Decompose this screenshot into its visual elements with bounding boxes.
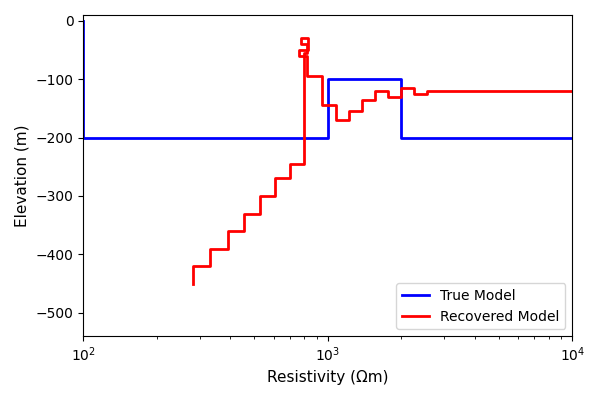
Recovered Model bbox=[298, 36, 305, 41]
X-axis label: Resistivity (Ωm): Resistivity (Ωm) bbox=[267, 370, 389, 385]
Recovered Model bbox=[189, 264, 196, 268]
Recovered Model bbox=[411, 92, 418, 96]
True Model bbox=[80, 18, 87, 23]
Line: Recovered Model: Recovered Model bbox=[193, 38, 572, 284]
Legend: True Model, Recovered Model: True Model, Recovered Model bbox=[396, 283, 565, 329]
Recovered Model bbox=[332, 103, 340, 108]
True Model bbox=[569, 135, 576, 140]
True Model bbox=[324, 77, 331, 82]
Recovered Model bbox=[424, 88, 431, 93]
Recovered Model bbox=[346, 118, 353, 122]
Recovered Model bbox=[301, 50, 308, 55]
Recovered Model bbox=[303, 54, 310, 58]
Recovered Model bbox=[411, 86, 418, 90]
Recovered Model bbox=[286, 162, 293, 166]
Recovered Model bbox=[371, 88, 379, 93]
Recovered Model bbox=[424, 92, 431, 96]
Recovered Model bbox=[319, 103, 326, 108]
Recovered Model bbox=[224, 246, 232, 251]
Recovered Model bbox=[346, 109, 353, 114]
Recovered Model bbox=[189, 281, 196, 286]
Recovered Model bbox=[304, 36, 311, 41]
Recovered Model bbox=[358, 109, 365, 114]
Recovered Model bbox=[303, 42, 310, 46]
True Model bbox=[398, 135, 405, 140]
Line: True Model: True Model bbox=[83, 21, 572, 138]
Recovered Model bbox=[569, 88, 576, 93]
Recovered Model bbox=[384, 88, 391, 93]
Recovered Model bbox=[303, 74, 310, 79]
Recovered Model bbox=[224, 229, 232, 234]
True Model bbox=[324, 135, 331, 140]
Recovered Model bbox=[398, 94, 405, 99]
Y-axis label: Elevation (m): Elevation (m) bbox=[15, 124, 30, 227]
Recovered Model bbox=[319, 74, 326, 79]
Recovered Model bbox=[303, 50, 310, 55]
Recovered Model bbox=[257, 211, 264, 216]
Recovered Model bbox=[371, 97, 379, 102]
Recovered Model bbox=[272, 194, 279, 198]
Recovered Model bbox=[301, 162, 308, 166]
Recovered Model bbox=[295, 48, 302, 52]
Recovered Model bbox=[332, 118, 340, 122]
Recovered Model bbox=[295, 54, 302, 58]
True Model bbox=[398, 77, 405, 82]
Recovered Model bbox=[304, 48, 311, 52]
True Model bbox=[80, 135, 87, 140]
Recovered Model bbox=[358, 97, 365, 102]
Recovered Model bbox=[241, 229, 248, 234]
Recovered Model bbox=[298, 42, 305, 46]
Recovered Model bbox=[206, 264, 214, 268]
Recovered Model bbox=[241, 211, 248, 216]
Recovered Model bbox=[206, 246, 214, 251]
Recovered Model bbox=[398, 86, 405, 90]
Recovered Model bbox=[384, 94, 391, 99]
Recovered Model bbox=[257, 194, 264, 198]
Recovered Model bbox=[286, 176, 293, 181]
Recovered Model bbox=[272, 176, 279, 181]
